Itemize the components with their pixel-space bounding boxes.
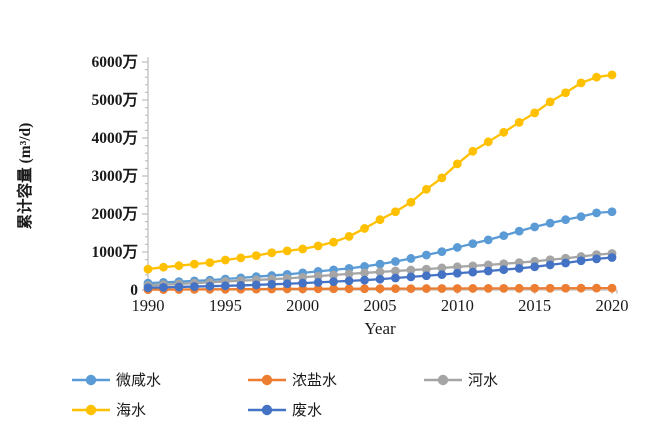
legend-item-seawater: 海水 [71,400,247,419]
svg-text:0: 0 [130,282,138,299]
legend-marker-brine-icon [248,374,286,385]
legend-marker-seawater-icon [72,404,110,415]
legend-item-river-water: 河水 [423,370,599,389]
svg-text:2000: 2000 [286,296,319,315]
svg-text:4000万: 4000万 [91,130,138,147]
legend-item-brackish-water: 微咸水 [71,370,247,389]
legend-item-wastewater: 废水 [247,400,423,419]
svg-text:2010: 2010 [441,296,474,315]
svg-text:Year: Year [364,319,396,338]
svg-text:1000万: 1000万 [91,244,138,261]
svg-text:2000万: 2000万 [91,206,138,223]
legend-label-brackish-water: 微咸水 [116,373,162,389]
svg-text:2005: 2005 [364,296,397,315]
svg-text:累计容量 (m³/d): 累计容量 (m³/d) [15,123,34,230]
chart-legend: 微咸水 浓盐水 河水 海水 [71,370,599,419]
legend-marker-river-water-icon [424,374,462,385]
svg-text:2015: 2015 [518,296,551,315]
legend-marker-brackish-water-icon [72,374,110,385]
svg-text:6000万: 6000万 [91,54,138,71]
svg-text:2020: 2020 [596,296,629,315]
legend-label-seawater: 海水 [116,403,147,419]
legend-label-brine: 浓盐水 [292,373,338,389]
svg-text:3000万: 3000万 [91,168,138,185]
legend-label-wastewater: 废水 [292,403,323,419]
svg-text:5000万: 5000万 [91,92,138,109]
legend-marker-wastewater-icon [248,404,286,415]
svg-text:1995: 1995 [209,296,242,315]
line-chart-plot-area: 0 1000万 2000万 3000万 4000万 5000万 6000万 1990 1995 2… [15,54,629,338]
legend-label-river-water: 河水 [468,373,499,389]
legend-item-brine: 浓盐水 [247,370,423,389]
svg-text:1990: 1990 [132,296,165,315]
